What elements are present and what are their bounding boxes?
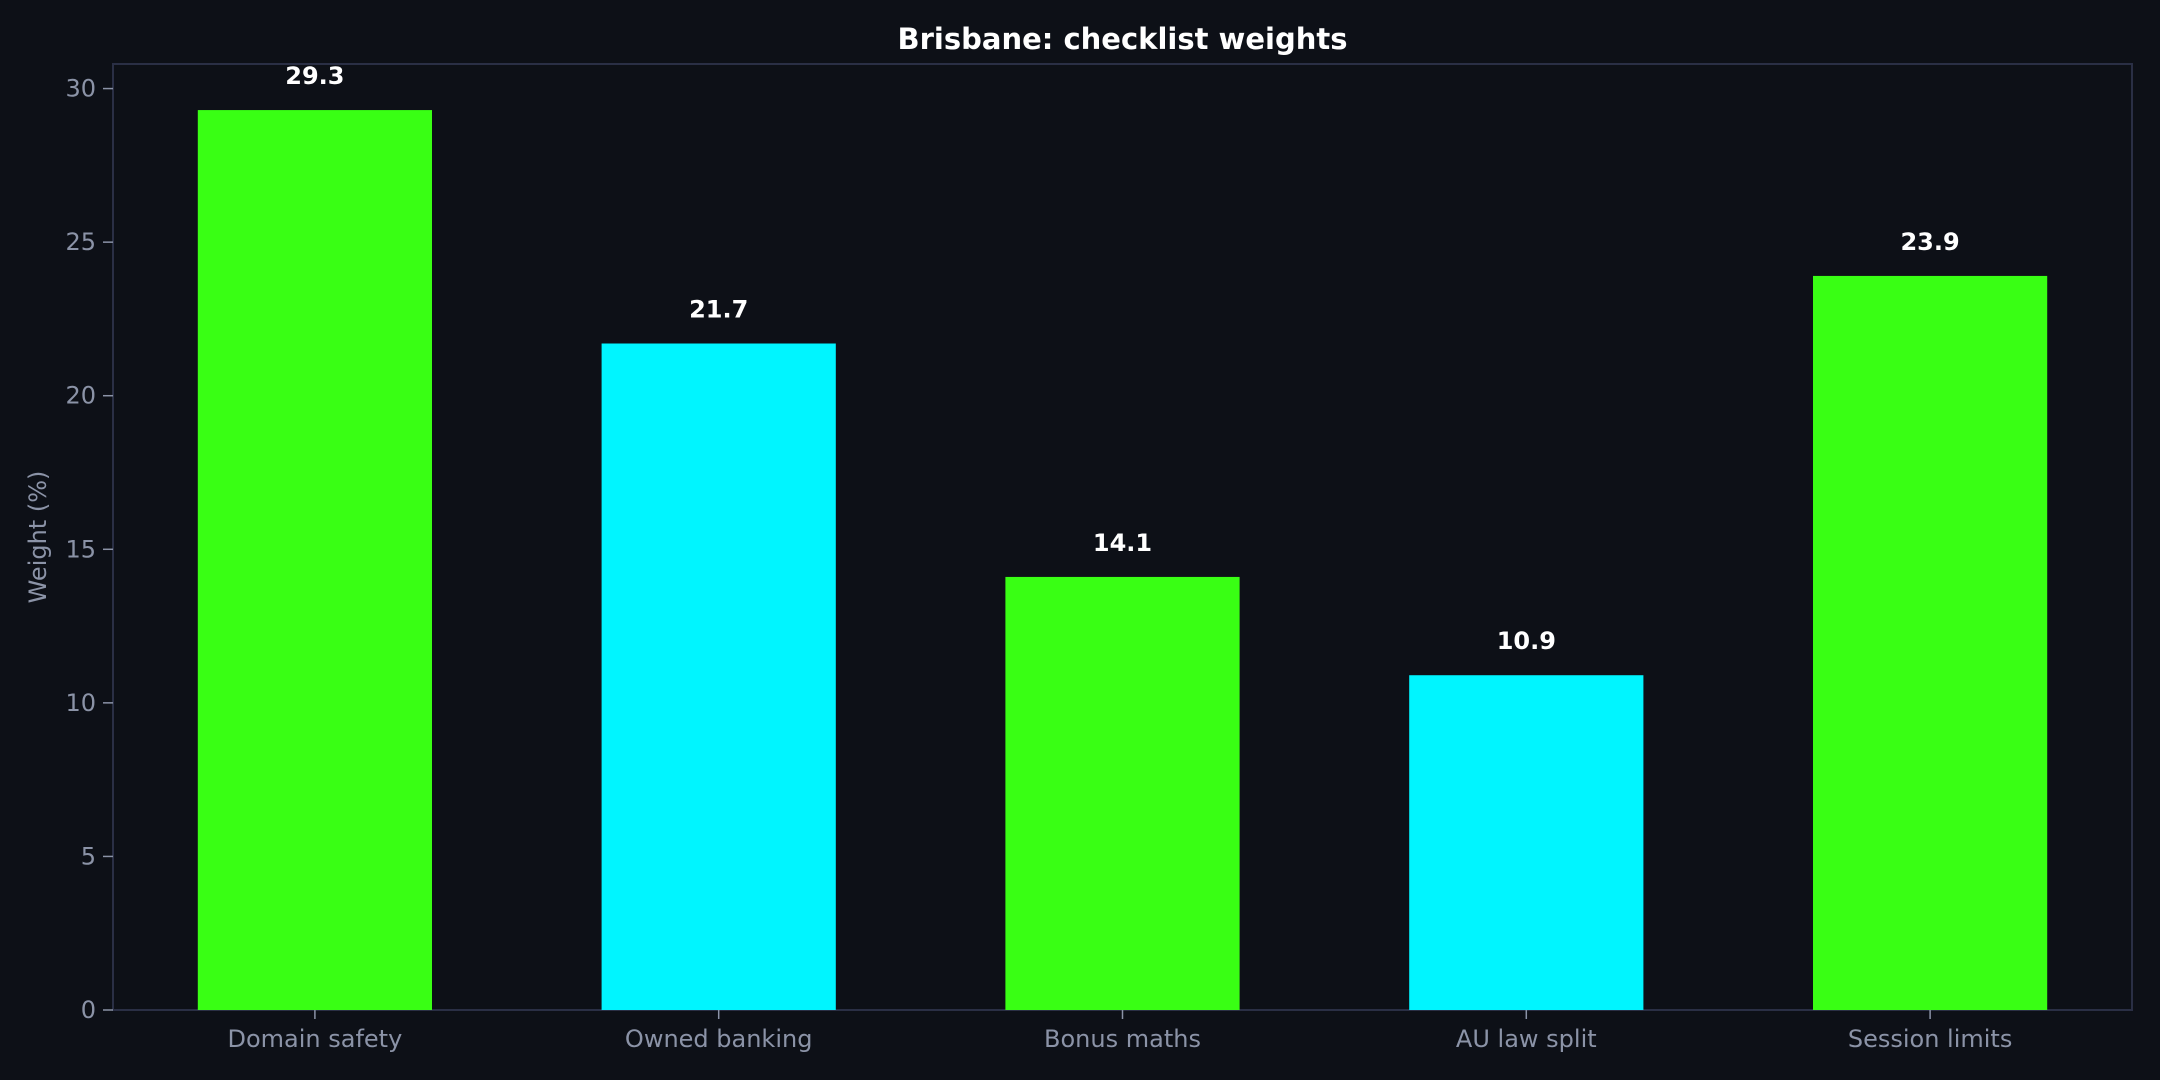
bar-value-label: 10.9 bbox=[1497, 627, 1556, 655]
value-labels-group: 29.3 21.7 14.1 10.9 23.9 bbox=[285, 62, 1959, 655]
x-axis: Domain safety Owned banking Bonus maths AU … bbox=[228, 1010, 2013, 1053]
bar-value-label: 29.3 bbox=[285, 62, 344, 90]
y-tick-label: 20 bbox=[65, 382, 96, 410]
bar bbox=[197, 110, 433, 1011]
bar bbox=[601, 343, 836, 1010]
y-axis-label: Weight (%) bbox=[24, 471, 52, 604]
bar bbox=[1812, 275, 2048, 1010]
x-tick-label: Bonus maths bbox=[1044, 1025, 1201, 1053]
x-tick-label: Domain safety bbox=[228, 1025, 403, 1053]
chart-title: Brisbane: checklist weights bbox=[898, 22, 1348, 56]
bar bbox=[1409, 675, 1644, 1010]
y-tick-label: 5 bbox=[81, 842, 96, 870]
bars-group bbox=[197, 110, 2048, 1011]
bar-value-label: 14.1 bbox=[1093, 529, 1152, 557]
y-tick-label: 15 bbox=[65, 535, 96, 563]
bar-value-label: 21.7 bbox=[689, 296, 748, 324]
bar-value-label: 23.9 bbox=[1900, 228, 1959, 256]
y-tick-label: 25 bbox=[65, 228, 96, 256]
x-tick-label: Owned banking bbox=[625, 1025, 813, 1053]
y-axis: 0 5 10 15 20 25 30 bbox=[65, 75, 113, 1024]
y-tick-label: 30 bbox=[65, 75, 96, 103]
x-tick-label: AU law split bbox=[1456, 1025, 1597, 1053]
y-tick-label: 10 bbox=[65, 689, 96, 717]
x-tick-label: Session limits bbox=[1848, 1025, 2013, 1053]
bar bbox=[1005, 576, 1240, 1010]
y-tick-label: 0 bbox=[81, 996, 96, 1024]
